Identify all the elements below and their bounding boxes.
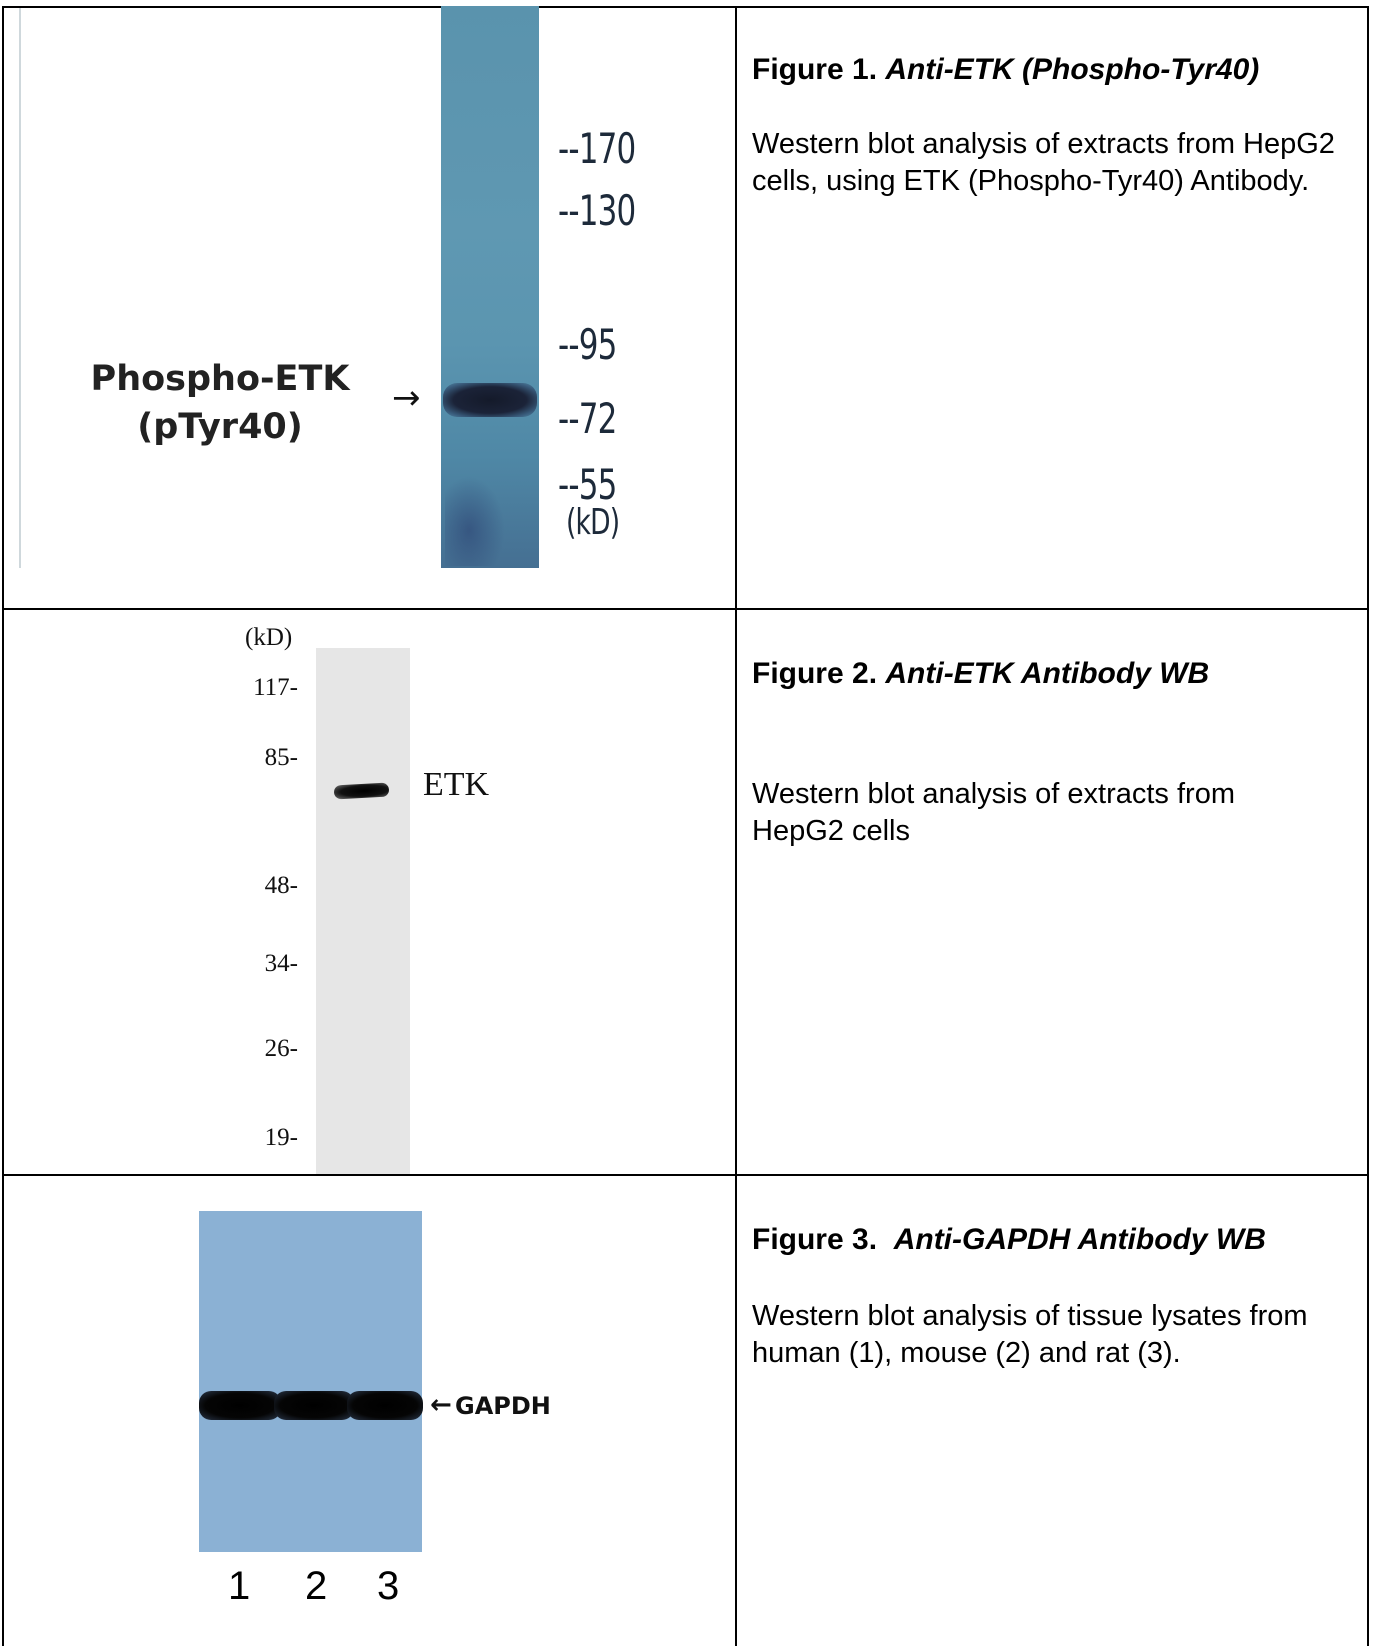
marker-label: 85- [264, 744, 298, 771]
lane-number: 2 [305, 1564, 328, 1608]
figure-description: Western blot analysis of tissue lysates … [752, 1300, 1308, 1369]
marker-label: --95 [558, 320, 617, 369]
blot-lane [441, 6, 539, 568]
table-border-top [2, 6, 1369, 8]
figure-2-caption: Figure 2. Anti-ETK Antibody WB Western b… [752, 656, 1352, 850]
image-edge [19, 8, 21, 568]
figure-3-caption: Figure 3. Anti-GAPDH Antibody WB Western… [752, 1222, 1352, 1372]
unit-label: (kD) [566, 502, 620, 543]
table-row-divider [2, 608, 1369, 610]
figure-title-text: Anti-ETK (Phospho-Tyr40) [885, 53, 1260, 86]
marker-label: --170 [558, 124, 636, 173]
blot-lane [316, 648, 410, 1174]
marker-label: 26- [264, 1035, 298, 1062]
figure-title: Figure 1. Anti-ETK (Phospho-Tyr40) [752, 52, 1352, 88]
lane-number: 1 [228, 1564, 251, 1608]
figure-number: Figure 3. [752, 1223, 878, 1256]
band-label-line2: (pTyr40) [137, 407, 303, 447]
marker-label: 34- [264, 950, 298, 977]
band-label: Phospho-ETK (pTyr40) [90, 355, 350, 451]
figure-number: Figure 2. [752, 657, 878, 690]
blot-band [199, 1391, 281, 1420]
table-column-divider [735, 6, 737, 1646]
band-label-line1: Phospho-ETK [90, 359, 350, 399]
blot-band [347, 1391, 423, 1420]
figure-description: Western blot analysis of extracts from H… [752, 778, 1235, 847]
figure-title: Figure 2. Anti-ETK Antibody WB [752, 656, 1352, 692]
figure-number: Figure 1. [752, 53, 878, 86]
marker-label: --55 [558, 460, 617, 509]
band-label: GAPDH [455, 1392, 551, 1420]
table-border-right [1367, 6, 1369, 1646]
blot-membrane [199, 1211, 422, 1552]
table-border-left [2, 6, 4, 1646]
marker-label: 19- [264, 1124, 298, 1151]
figure-description: Western blot analysis of extracts from H… [752, 128, 1335, 197]
figure-1-caption: Figure 1. Anti-ETK (Phospho-Tyr40) Weste… [752, 52, 1352, 200]
figure-table [2, 6, 1369, 1646]
figure-title-text: Anti-ETK Antibody WB [885, 657, 1210, 690]
arrow-right-icon: → [392, 378, 421, 418]
band-label: ETK [423, 766, 490, 803]
table-row-divider [2, 1174, 1369, 1176]
marker-label: --72 [558, 394, 617, 443]
marker-label: 48- [264, 872, 298, 899]
lane-number: 3 [377, 1564, 400, 1608]
marker-label: --130 [558, 186, 636, 235]
blot-band [443, 383, 537, 417]
arrow-left-icon: ← [430, 1390, 452, 1420]
marker-label: 117- [253, 674, 298, 701]
unit-label: (kD) [245, 624, 293, 651]
blot-band [333, 782, 390, 800]
figure-title-text: Anti-GAPDH Antibody WB [893, 1223, 1266, 1256]
figure-title: Figure 3. Anti-GAPDH Antibody WB [752, 1222, 1352, 1258]
blot-band [274, 1391, 354, 1420]
